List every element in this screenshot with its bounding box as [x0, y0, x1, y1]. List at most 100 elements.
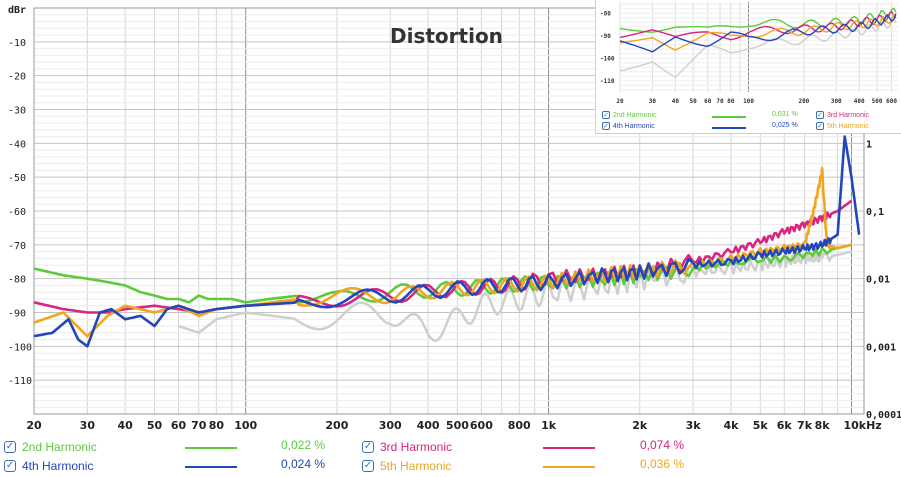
inset-legend-label: 5th Harmonic — [827, 122, 869, 130]
checkbox-icon[interactable]: ✓ — [816, 111, 824, 119]
x-tick-label: 20 — [26, 419, 42, 432]
inset-legend-swatch — [712, 127, 746, 129]
inset-x-tick: 40 — [672, 98, 680, 105]
inset-series-line-gray — [619, 18, 897, 79]
legend-swatch — [543, 447, 595, 449]
y-tick-label: -50 — [8, 173, 26, 184]
inset-legend-label: 4th Harmonic — [613, 122, 655, 130]
checkbox-icon[interactable]: ✓ — [362, 460, 374, 472]
inset-x-tick: 500 — [872, 98, 883, 105]
inset-y-tick: -80 — [600, 10, 611, 17]
inset-y-tick: -110 — [600, 78, 615, 85]
right-tick-label: 0,1 — [866, 207, 884, 218]
series-line-h5 — [33, 166, 852, 338]
inset-x-tick: 60 — [704, 98, 712, 105]
x-tick-label: 7k — [797, 419, 813, 432]
inset-legend-item-h2[interactable]: ✓ 2nd Harmonic — [602, 111, 657, 119]
inset-legend-item-h5[interactable]: ✓ 5th Harmonic — [816, 122, 869, 130]
inset-x-tick: 100 — [743, 98, 754, 105]
inset-legend-value: 0,025 % — [772, 122, 798, 129]
x-tick-label: 2k — [632, 419, 648, 432]
legend-value: 0,036 % — [640, 457, 685, 471]
inset-legend-item-h3[interactable]: ✓ 3rd Harmonic — [816, 111, 869, 119]
x-tick-label: 500 — [446, 419, 469, 432]
right-tick-label: 0,01 — [866, 275, 890, 286]
legend-swatch — [185, 447, 237, 449]
y-tick-label: -70 — [8, 241, 26, 252]
series-line-h4 — [33, 135, 861, 348]
inset-x-tick: 70 — [716, 98, 724, 105]
x-tick-label: 50 — [147, 419, 163, 432]
x-tick-label: 60 — [171, 419, 187, 432]
y-tick-label: -40 — [8, 139, 26, 150]
inset-legend-item-h4[interactable]: ✓ 4th Harmonic — [602, 122, 655, 130]
x-tick-label: 3k — [686, 419, 702, 432]
x-tick-label: 5k — [753, 419, 769, 432]
chart-title: Distortion — [390, 24, 503, 48]
legend-item-h4[interactable]: ✓ 4th Harmonic — [4, 457, 93, 475]
legend-item-h3[interactable]: ✓ 3rd Harmonic — [362, 438, 452, 456]
legend-item-h2[interactable]: ✓ 2nd Harmonic — [4, 438, 97, 456]
inset-x-tick: 50 — [690, 98, 698, 105]
checkbox-icon[interactable]: ✓ — [602, 111, 610, 119]
legend-item-h5[interactable]: ✓ 5th Harmonic — [362, 457, 451, 475]
inset-series-line-h3 — [619, 10, 897, 41]
legend-value: 0,022 % — [281, 438, 326, 452]
x-tick-label: 100 — [234, 419, 257, 432]
x-tick-label: 400 — [417, 419, 440, 432]
inset-x-tick: 200 — [798, 98, 809, 105]
right-tick-label: 0,0001 — [866, 410, 901, 421]
inset-legend-swatch — [712, 116, 746, 118]
chart-series — [33, 135, 861, 348]
right-tick-label: 0,001 — [866, 342, 896, 353]
legend-swatch — [185, 466, 237, 468]
legend-label: 4th Harmonic — [22, 459, 94, 473]
inset-legend-label: 2nd Harmonic — [613, 111, 657, 119]
legend-label: 5th Harmonic — [380, 459, 452, 473]
inset-chart-panel: -80 -90 -100 -110 20 30 40 50 60 70 80 100 200 300 400… — [595, 0, 901, 134]
legend-swatch — [543, 466, 595, 468]
x-tick-label: 200 — [325, 419, 348, 432]
x-tick-label: 8k — [815, 419, 831, 432]
right-tick-label: 1 — [866, 139, 872, 150]
series-line-h2 — [33, 243, 852, 304]
plot-frame — [33, 7, 865, 415]
y-tick-label: -80 — [8, 275, 26, 286]
x-tick-label: 80 — [209, 419, 225, 432]
inset-chart: -80 -90 -100 -110 20 30 40 50 60 70 80 100 200 300 400… — [600, 2, 898, 105]
x-tick-label: 1k — [541, 419, 557, 432]
inset-legend-value: 0,031 % — [772, 111, 798, 118]
inset-x-tick: 600 — [886, 98, 897, 105]
checkbox-icon[interactable]: ✓ — [602, 122, 610, 130]
y-tick-label: -20 — [8, 72, 26, 83]
inset-x-tick: 300 — [831, 98, 842, 105]
y-tick-label: -10 — [8, 38, 26, 49]
legend-label: 2nd Harmonic — [22, 440, 97, 454]
y-tick-label: -30 — [8, 106, 26, 117]
inset-x-tick: 80 — [727, 98, 735, 105]
inset-y-tick: -90 — [600, 33, 611, 40]
y-tick-label: -90 — [8, 309, 26, 320]
legend: ✓ 2nd Harmonic 0,022 % ✓ 4th Harmonic 0,024 %… — [0, 436, 901, 476]
x-tick-label: 800 — [508, 419, 531, 432]
x-tick-label: 70 — [191, 419, 207, 432]
x-tick-label: 30 — [80, 419, 96, 432]
checkbox-icon[interactable]: ✓ — [362, 441, 374, 453]
x-tick-label: 40 — [118, 419, 134, 432]
legend-value: 0,074 % — [640, 438, 685, 452]
inset-legend-label: 3rd Harmonic — [827, 111, 870, 119]
y-axis-label: dBr — [8, 5, 26, 16]
checkbox-icon[interactable]: ✓ — [816, 122, 824, 130]
legend-value: 0,024 % — [281, 457, 326, 471]
inset-x-tick: 400 — [854, 98, 865, 105]
x-tick-label: 10kHz — [843, 419, 881, 432]
x-tick-label: 300 — [379, 419, 402, 432]
checkbox-icon[interactable]: ✓ — [4, 460, 16, 472]
inset-series-line-h2 — [619, 7, 897, 33]
x-tick-label: 4k — [723, 419, 739, 432]
inset-y-tick: -100 — [600, 55, 615, 62]
inset-x-tick: 30 — [649, 98, 657, 105]
y-tick-label: -110 — [8, 376, 32, 387]
inset-series-line-h4 — [619, 13, 897, 53]
checkbox-icon[interactable]: ✓ — [4, 441, 16, 453]
